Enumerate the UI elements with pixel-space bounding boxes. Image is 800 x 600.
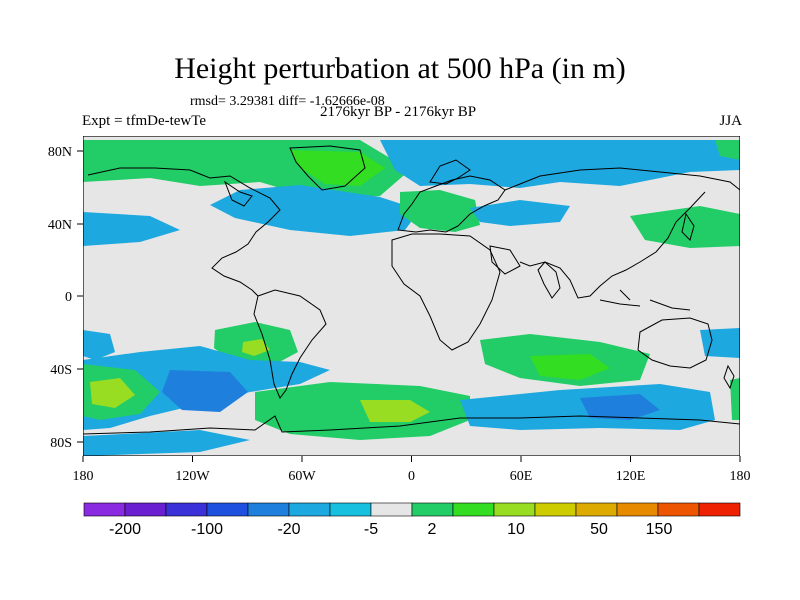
coast-north-america (87, 167, 281, 297)
x-tick-label: 120E (616, 469, 646, 484)
experiment-label: Expt = tfmDe-tewTe (82, 113, 207, 129)
coast-new-zealand (723, 364, 735, 390)
coast-south-america (253, 289, 327, 399)
coast-greenland (289, 145, 366, 191)
coast-antarctica (83, 415, 740, 435)
stats-text: rmsd= 3.29381 diff= -1.62666e-08 (190, 94, 385, 109)
colorbar-swatch (411, 502, 454, 517)
season-label: JJA (719, 113, 742, 129)
map-panel (83, 136, 740, 456)
colorbar-swatch (452, 502, 495, 517)
x-axis: 180 120W 60W 0 60E 120E 180 (73, 456, 751, 484)
coast-scandinavia (429, 159, 471, 185)
blue-south-indian-east (700, 328, 740, 358)
period-label: 2176kyr BP - 2176kyr BP (320, 104, 477, 120)
colorbar-label: -20 (277, 521, 300, 538)
coast-hudson-bay (223, 180, 253, 207)
x-tick-label: 60E (510, 469, 533, 484)
y-tick-label: 80N (48, 145, 72, 160)
colorbar-swatch (329, 502, 372, 517)
coast-japan (681, 212, 695, 241)
colorbar-labels: -200 -100 -20 -5 2 10 50 150 (109, 521, 672, 538)
colorbar-swatch (247, 502, 290, 517)
colorbar-swatch (534, 502, 577, 517)
coast-australia (637, 317, 713, 369)
colorbar-label: 50 (590, 521, 608, 538)
y-tick-label: 80S (50, 436, 72, 451)
y-tick-label: 0 (65, 290, 72, 305)
colorbar-swatch (124, 502, 167, 517)
colorbar-swatch (206, 502, 249, 517)
x-tick-label: 180 (730, 469, 751, 484)
coast-africa (391, 233, 501, 351)
green-southeast-pacific (242, 339, 270, 356)
green-indian-ocean-mid (530, 354, 610, 380)
green-east-asia (630, 206, 740, 248)
coast-indonesia (599, 289, 691, 311)
blue-south-pacific-west (83, 330, 115, 360)
x-tick-label: 120W (175, 469, 210, 484)
green-south-atlantic-ring (255, 382, 470, 440)
colorbar-swatch (83, 502, 126, 517)
colorbar-swatch (165, 502, 208, 517)
colorbar-swatch (575, 502, 618, 517)
blue-southern-ocean-core (580, 394, 660, 420)
green-greenland-arctic (290, 150, 385, 186)
green-arctic-canada (715, 140, 740, 160)
figure-title: Height perturbation at 500 hPa (in m) (174, 52, 626, 85)
colorbar-label: -5 (364, 521, 378, 538)
x-tick-label: 60W (288, 469, 316, 484)
blue-north-pacific-east (83, 212, 180, 246)
y-tick-label: 40S (50, 363, 72, 378)
yellow-south-atlantic-core (360, 400, 430, 422)
yellow-south-pacific-west-core (90, 378, 135, 408)
y-axis: 80N 40N 0 40S 80S (48, 145, 83, 451)
colorbar-label: -100 (191, 521, 223, 538)
x-tick-label: 180 (73, 469, 94, 484)
blue-north-atlantic (210, 185, 420, 236)
green-europe (400, 190, 480, 232)
colorbar-swatch (657, 502, 700, 517)
colorbar-label: -200 (109, 521, 141, 538)
y-tick-label: 40N (48, 218, 72, 233)
colorbar (83, 502, 741, 517)
colorbar-label: 10 (507, 521, 525, 538)
colorbar-swatch (493, 502, 536, 517)
blue-antarctic-west (83, 430, 250, 456)
coastlines (83, 145, 740, 435)
blue-south-pacific-core (162, 370, 248, 412)
blue-central-asia (470, 200, 570, 226)
colorbar-label: 2 (428, 521, 437, 538)
x-tick-label: 0 (408, 469, 415, 484)
colorbar-swatch (370, 502, 413, 517)
coast-india (537, 261, 561, 299)
colorbar-swatch (616, 502, 659, 517)
coast-arabia (489, 245, 521, 275)
colorbar-label: 150 (646, 521, 673, 538)
colorbar-swatch (698, 502, 741, 517)
colorbar-swatch (288, 502, 331, 517)
green-antarctic-fringe (730, 378, 740, 420)
coast-asia (504, 167, 740, 299)
